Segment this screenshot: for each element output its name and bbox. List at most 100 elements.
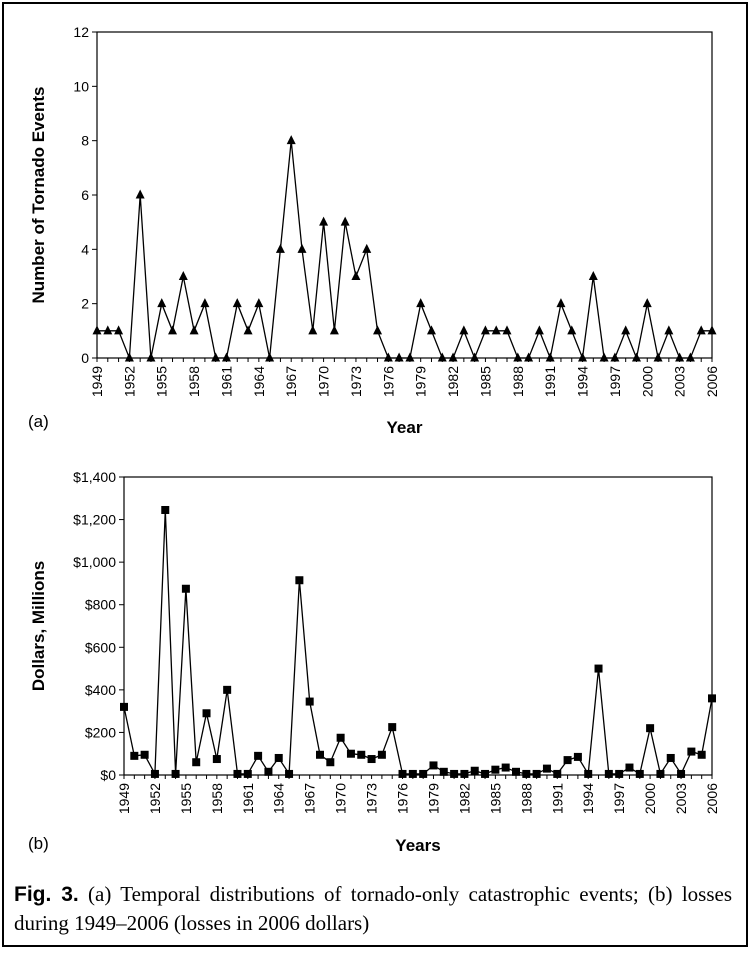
data-point bbox=[340, 216, 350, 226]
x-tick-label: 1997 bbox=[607, 366, 623, 397]
tornado-events-chart: 0 2 4 6 8 10 12 1949 1952 1955 1958 1961 1964 1967 197… bbox=[28, 24, 720, 437]
data-point bbox=[146, 352, 156, 362]
figure-caption-text: (a) Temporal distributions of tornado-on… bbox=[14, 882, 732, 935]
data-point bbox=[351, 271, 361, 280]
data-point bbox=[578, 352, 588, 362]
data-point bbox=[460, 769, 469, 778]
panel-label: (a) bbox=[28, 412, 49, 431]
y-tick-label: 10 bbox=[73, 78, 89, 94]
data-point bbox=[563, 756, 572, 765]
x-tick-label: 1988 bbox=[510, 366, 526, 397]
x-tick-label: 1958 bbox=[186, 366, 202, 397]
data-point bbox=[481, 769, 490, 778]
x-tick-label: 1961 bbox=[240, 783, 256, 814]
data-point bbox=[316, 750, 324, 759]
y-tick-label: 0 bbox=[81, 350, 89, 366]
data-point bbox=[405, 352, 415, 362]
data-point bbox=[664, 325, 674, 335]
data-point bbox=[610, 352, 620, 362]
y-axis-title: Number of Tornado Events bbox=[29, 87, 48, 304]
data-point bbox=[319, 216, 329, 226]
data-point bbox=[491, 765, 500, 774]
x-tick-label: 1949 bbox=[89, 366, 105, 397]
x-tick-label: 1949 bbox=[116, 783, 132, 814]
data-point bbox=[556, 298, 566, 308]
data-point bbox=[513, 352, 523, 362]
data-point bbox=[599, 352, 609, 362]
data-point bbox=[687, 747, 696, 756]
y-tick-label: $1,200 bbox=[73, 512, 116, 528]
x-tick-label: 1958 bbox=[209, 783, 225, 814]
figure-caption-label: Fig. 3. bbox=[14, 883, 79, 906]
data-point bbox=[383, 352, 393, 362]
data-point bbox=[635, 769, 644, 778]
data-point bbox=[621, 325, 631, 335]
x-tick-label: 1997 bbox=[611, 783, 627, 814]
data-point bbox=[480, 325, 490, 335]
data-point bbox=[553, 769, 562, 778]
x-tick-label: 1970 bbox=[333, 783, 349, 814]
data-point bbox=[524, 352, 534, 362]
data-point bbox=[573, 752, 582, 761]
x-tick-label: 2006 bbox=[704, 366, 720, 397]
series-line bbox=[123, 509, 713, 777]
y-tick-label: $200 bbox=[85, 724, 116, 740]
data-point bbox=[685, 352, 695, 362]
data-point bbox=[135, 189, 145, 199]
data-point bbox=[666, 753, 675, 762]
data-point bbox=[243, 325, 253, 335]
data-point bbox=[178, 271, 188, 280]
data-point bbox=[450, 769, 459, 778]
x-tick-label: 1976 bbox=[380, 366, 396, 397]
x-tick-label: 1973 bbox=[364, 783, 380, 814]
data-point bbox=[254, 298, 264, 308]
data-point bbox=[181, 584, 190, 593]
data-point bbox=[491, 325, 501, 335]
data-point bbox=[542, 764, 551, 773]
data-point bbox=[362, 243, 372, 253]
data-point bbox=[437, 352, 447, 362]
y-tick-label: 12 bbox=[73, 24, 89, 40]
data-point bbox=[274, 753, 283, 762]
data-point bbox=[221, 352, 231, 362]
x-tick-label: 1982 bbox=[456, 783, 472, 814]
x-tick-label: 1952 bbox=[147, 783, 163, 814]
data-point bbox=[326, 758, 335, 767]
x-tick-label: 1994 bbox=[580, 783, 596, 814]
data-point bbox=[233, 769, 242, 778]
data-point bbox=[594, 664, 603, 673]
data-point bbox=[459, 325, 469, 335]
data-point bbox=[646, 724, 655, 733]
y-tick-label: $0 bbox=[100, 767, 116, 783]
data-point bbox=[625, 763, 634, 772]
x-tick-label: 1985 bbox=[487, 783, 503, 814]
data-point bbox=[308, 325, 318, 335]
data-point bbox=[114, 325, 124, 335]
data-point bbox=[532, 769, 541, 778]
plot-area bbox=[123, 476, 713, 776]
y-tick-label: $800 bbox=[85, 597, 116, 613]
data-point bbox=[192, 758, 201, 767]
data-point bbox=[696, 325, 706, 335]
x-tick-label: 1985 bbox=[477, 366, 493, 397]
y-tick-label: 8 bbox=[81, 133, 89, 149]
x-tick-label: 1964 bbox=[271, 783, 287, 814]
data-point bbox=[367, 755, 376, 764]
x-tick-label: 2003 bbox=[672, 366, 688, 397]
x-axis-title: Year bbox=[387, 418, 423, 437]
series-line bbox=[97, 140, 712, 361]
x-tick-label: 2006 bbox=[704, 783, 720, 814]
data-point bbox=[398, 769, 407, 778]
data-point bbox=[502, 325, 512, 335]
data-point bbox=[642, 298, 652, 308]
data-point bbox=[120, 702, 128, 711]
x-tick-label: 1970 bbox=[316, 366, 332, 397]
data-point bbox=[140, 750, 149, 759]
data-point bbox=[677, 769, 686, 778]
data-point bbox=[388, 723, 397, 732]
data-point bbox=[419, 769, 428, 778]
x-tick-label: 1961 bbox=[218, 366, 234, 397]
data-point bbox=[631, 352, 641, 362]
data-point bbox=[604, 769, 613, 778]
